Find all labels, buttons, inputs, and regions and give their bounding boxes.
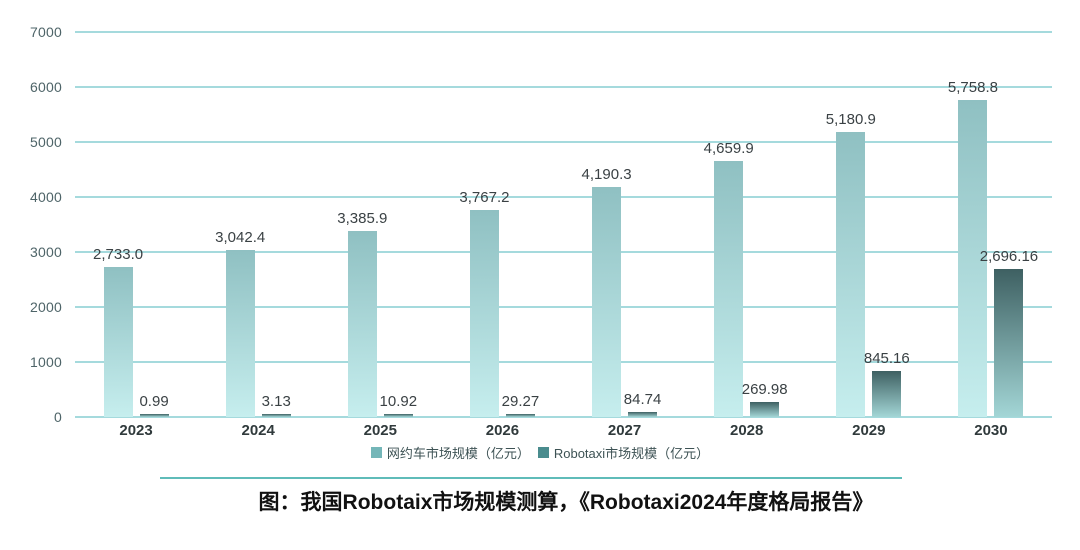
bar-ridehailing-2026 — [469, 209, 499, 417]
barwrap-robotaxi-2025: 10.92 — [380, 393, 417, 417]
bar-robotaxi-2026 — [505, 414, 535, 417]
barwrap-robotaxi-2026: 29.27 — [502, 393, 539, 417]
y-axis-tick-label: 1000 — [30, 354, 62, 370]
bar-robotaxi-2024 — [261, 414, 291, 417]
barwrap-robotaxi-2028: 269.98 — [742, 381, 788, 417]
bar-value-label: 845.16 — [863, 349, 910, 367]
bar-value-label: 3.13 — [261, 393, 291, 410]
bar-group-2030: 5,758.8 2,696.16 2030 — [930, 32, 1052, 439]
legend-swatch-robotaxi — [537, 447, 549, 458]
barwrap-ridehailing-2030: 5,758.8 — [948, 79, 998, 417]
legend-swatch-ridehailing — [370, 447, 382, 458]
bar-robotaxi-2030 — [994, 268, 1024, 417]
bar-robotaxi-2023 — [139, 414, 169, 417]
bar-ridehailing-2027 — [592, 186, 622, 417]
y-axis-tick-label: 5000 — [30, 134, 62, 150]
bar-value-label: 5,180.9 — [825, 111, 876, 129]
x-axis-tick-label: 2030 — [974, 422, 1008, 439]
bar-ridehailing-2028 — [714, 160, 744, 417]
bar-group-2025: 3,385.9 10.92 2025 — [319, 32, 441, 439]
bar-ridehailing-2030 — [958, 100, 988, 417]
y-axis-tick-label: 7000 — [30, 24, 62, 40]
bar-value-label: 269.98 — [741, 381, 788, 399]
legend-label: Robotaxi市场规模（亿元） — [553, 446, 710, 461]
legend: 网约车市场规模（亿元） Robotaxi市场规模（亿元） — [0, 443, 1080, 462]
gridline — [75, 251, 1052, 253]
x-axis-tick-label: 2024 — [241, 422, 275, 439]
bar-ridehailing-2029 — [836, 132, 866, 417]
legend-item-robotaxi: Robotaxi市场规模（亿元） — [537, 443, 710, 462]
bar-value-label: 2,733.0 — [93, 245, 144, 263]
bar-robotaxi-2027 — [628, 412, 658, 417]
y-axis-tick-label: 0 — [54, 409, 62, 425]
bar-groups: 2,733.0 0.99 2023 3,042.4 3.13 2024 3,385.9 10.… — [75, 32, 1052, 439]
barwrap-ridehailing-2023: 2,733.0 — [93, 246, 143, 417]
bar-value-label: 4,659.9 — [703, 139, 754, 157]
x-axis-tick-label: 2027 — [607, 422, 642, 439]
gridline — [75, 141, 1052, 143]
bar-value-label: 0.99 — [139, 393, 169, 410]
bar-value-label: 5,758.8 — [947, 79, 998, 97]
y-axis-tick-label: 4000 — [30, 189, 62, 205]
plot-area: 2,733.0 0.99 2023 3,042.4 3.13 2024 3,385.9 10.… — [75, 31, 1052, 439]
chart-caption: 图：我国Robotaix市场规模测算，《Robotaxi2024年度格局报告》 — [258, 491, 874, 514]
barwrap-ridehailing-2028: 4,659.9 — [704, 140, 754, 417]
barwrap-robotaxi-2023: 0.99 — [139, 393, 169, 417]
barwrap-robotaxi-2024: 3.13 — [261, 393, 291, 417]
bar-value-label: 3,385.9 — [337, 209, 388, 227]
barwrap-ridehailing-2026: 3,767.2 — [459, 189, 509, 417]
bar-ridehailing-2025 — [347, 230, 377, 417]
bar-group-2024: 3,042.4 3.13 2024 — [197, 32, 319, 439]
gridline — [75, 306, 1052, 308]
gridline — [75, 86, 1052, 88]
bar-robotaxi-2025 — [383, 414, 413, 417]
x-axis-tick-label: 2028 — [730, 422, 764, 439]
barwrap-ridehailing-2024: 3,042.4 — [215, 229, 265, 417]
legend-label: 网约车市场规模（亿元） — [386, 446, 530, 461]
x-axis-tick-label: 2025 — [363, 422, 397, 439]
barwrap-ridehailing-2029: 5,180.9 — [826, 111, 876, 417]
legend-item-ridehailing: 网约车市场规模（亿元） — [370, 443, 530, 462]
y-axis-tick-label: 2000 — [30, 299, 62, 315]
bar-robotaxi-2028 — [750, 402, 780, 417]
barwrap-robotaxi-2029: 845.16 — [864, 350, 910, 417]
bar-value-label: 10.92 — [379, 393, 418, 410]
barwrap-robotaxi-2027: 84.74 — [624, 391, 661, 417]
bar-group-2029: 5,180.9 845.16 2029 — [808, 32, 930, 439]
bar-group-2028: 4,659.9 269.98 2028 — [686, 32, 808, 439]
x-axis-tick-label: 2023 — [119, 422, 153, 439]
bar-value-label: 4,190.3 — [581, 165, 632, 183]
gridline — [75, 31, 1052, 33]
x-axis-tick-label: 2026 — [485, 422, 520, 439]
bar-value-label: 3,767.2 — [459, 188, 510, 206]
y-axis-tick-label: 3000 — [30, 244, 62, 260]
bar-group-2023: 2,733.0 0.99 2023 — [75, 32, 197, 439]
bar-value-label: 2,696.16 — [979, 247, 1039, 265]
bar-robotaxi-2029 — [872, 370, 902, 417]
bar-value-label: 29.27 — [501, 393, 540, 410]
barwrap-ridehailing-2027: 4,190.3 — [582, 166, 632, 417]
caption-divider — [160, 477, 902, 479]
x-axis-tick-label: 2029 — [852, 422, 886, 439]
bar-ridehailing-2024 — [225, 249, 255, 417]
gridline — [75, 416, 1052, 418]
barwrap-robotaxi-2030: 2,696.16 — [980, 248, 1038, 417]
bar-group-2027: 4,190.3 84.74 2027 — [564, 32, 686, 439]
gridline — [75, 361, 1052, 363]
y-axis-tick-label: 6000 — [30, 79, 62, 95]
barwrap-ridehailing-2025: 3,385.9 — [337, 210, 387, 417]
y-axis: 0 1000 2000 3000 4000 5000 6000 7000 — [0, 24, 62, 425]
bar-value-label: 84.74 — [623, 391, 662, 409]
bar-ridehailing-2023 — [103, 266, 133, 417]
bar-group-2026: 3,767.2 29.27 2026 — [441, 32, 563, 439]
gridline — [75, 196, 1052, 198]
bar-value-label: 3,042.4 — [215, 228, 266, 246]
